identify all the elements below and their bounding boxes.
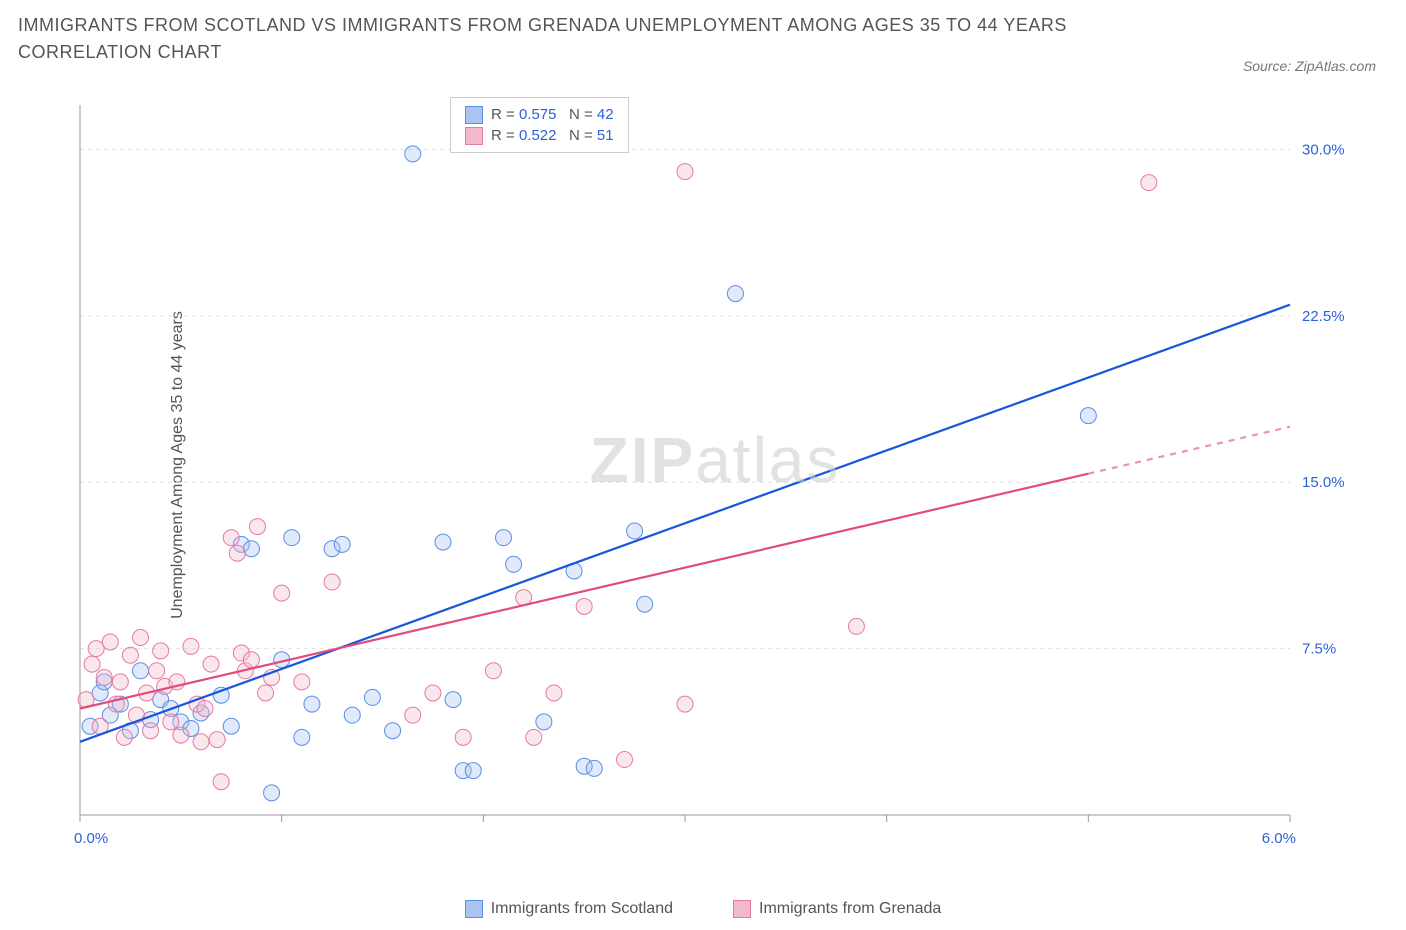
legend-bottom: Immigrants from Scotland Immigrants from… [0,900,1406,918]
legend-swatch-icon [465,127,483,145]
legend-stats-row: R = 0.522 N = 51 [465,125,614,146]
legend-item-scotland: Immigrants from Scotland [465,900,673,918]
legend-stats-text: R = 0.522 N = 51 [491,125,614,146]
svg-text:0.0%: 0.0% [74,830,108,847]
svg-text:15.0%: 15.0% [1302,474,1345,491]
legend-stats-text: R = 0.575 N = 42 [491,104,614,125]
legend-label: Immigrants from Grenada [759,900,941,918]
legend-swatch-icon [465,106,483,124]
legend-label: Immigrants from Scotland [491,900,673,918]
scatter-chart: 7.5% 15.0% 22.5% 30.0% 0.0% 6.0% [70,95,1360,855]
legend-swatch-icon [465,900,483,918]
legend-swatch-icon [733,900,751,918]
source-name: ZipAtlas.com [1295,58,1376,74]
legend-stats-box: R = 0.575 N = 42R = 0.522 N = 51 [450,97,629,153]
legend-stats-row: R = 0.575 N = 42 [465,104,614,125]
source-prefix: Source: [1243,58,1295,74]
source-attribution: Source: ZipAtlas.com [1243,58,1376,74]
chart-area: 7.5%15.0%22.5%30.0%0.0%6.0% ZIPatlas R =… [70,95,1360,855]
svg-text:22.5%: 22.5% [1302,308,1345,325]
legend-item-grenada: Immigrants from Grenada [733,900,941,918]
svg-text:30.0%: 30.0% [1302,141,1345,158]
chart-title: IMMIGRANTS FROM SCOTLAND VS IMMIGRANTS F… [18,12,1118,66]
svg-text:6.0%: 6.0% [1262,830,1296,847]
svg-text:7.5%: 7.5% [1302,641,1336,658]
